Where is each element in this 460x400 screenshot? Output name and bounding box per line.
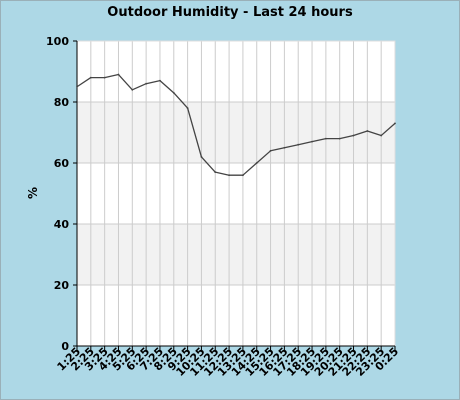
y-tick-label: 80 [54, 96, 70, 109]
data-point [255, 162, 258, 164]
y-tick-label: 60 [54, 157, 70, 170]
data-point [76, 85, 78, 88]
data-point [352, 134, 355, 137]
grid-band-0 [77, 102, 395, 163]
data-point [186, 107, 189, 109]
data-point [172, 91, 175, 94]
plot-background [77, 41, 395, 346]
data-point [338, 137, 341, 140]
data-point [200, 156, 203, 158]
chart-title: Outdoor Humidity - Last 24 hours [107, 5, 353, 20]
data-point [366, 130, 369, 132]
data-point [159, 79, 161, 82]
y-tick-label: 20 [54, 279, 70, 292]
data-point [394, 122, 396, 125]
y-axis-label: % [26, 187, 40, 199]
grid-band-1 [77, 224, 395, 285]
data-point [297, 143, 300, 146]
data-point [117, 73, 120, 76]
plot-area: 0204060801001:252:253:254:255:256:257:25… [46, 35, 401, 379]
data-point [324, 137, 327, 140]
y-tick-label: 40 [54, 218, 70, 231]
data-point [283, 146, 286, 149]
data-point [103, 76, 106, 79]
y-tick-label: 0 [61, 340, 69, 353]
series-line-0 [76, 73, 396, 176]
data-point [131, 88, 134, 91]
data-point [214, 171, 217, 174]
y-tick-label: 100 [46, 35, 69, 48]
data-point [269, 149, 272, 152]
data-point [380, 134, 383, 137]
data-point [145, 82, 148, 85]
data-point [228, 174, 230, 177]
data-point [311, 140, 313, 143]
data-point [89, 76, 92, 79]
data-point [242, 174, 244, 177]
